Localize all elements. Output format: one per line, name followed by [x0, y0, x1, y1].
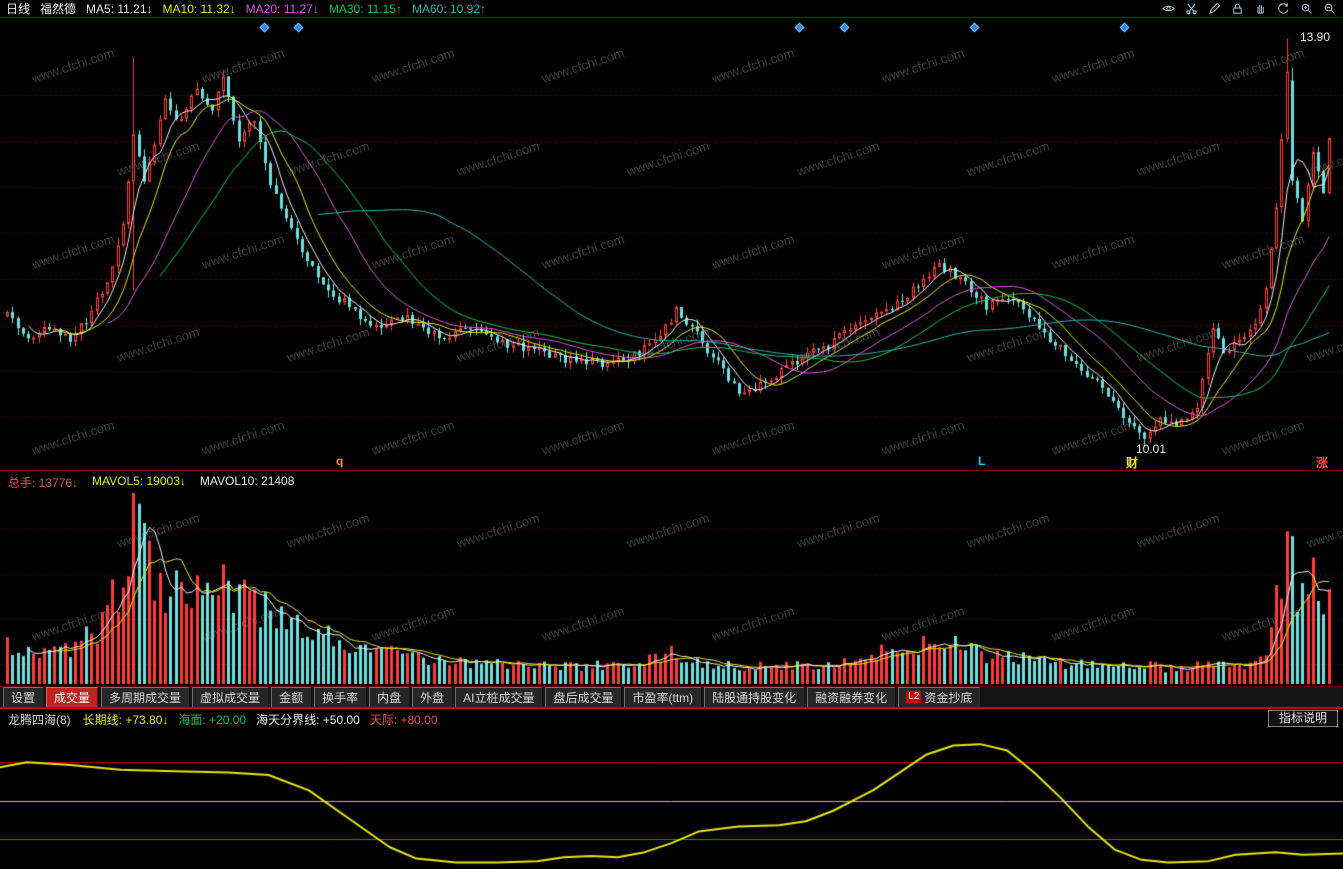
tab-label: 资金抄底 — [924, 690, 973, 705]
kline-chart-canvas[interactable] — [0, 18, 1343, 470]
tab-label: 外盘 — [420, 690, 445, 705]
stock-name: 福然德 — [40, 2, 77, 16]
tab-northbound-holding[interactable]: 陆股通持股变化 — [704, 686, 805, 708]
tab-label: AI立桩成交量 — [463, 690, 535, 705]
tab-ai-pillar-volume[interactable]: AI立桩成交量 — [455, 686, 543, 708]
tab-label: 盘后成交量 — [553, 690, 614, 705]
tab-virtual-volume[interactable]: 虚拟成交量 — [192, 686, 269, 708]
tab-volume[interactable]: 成交量 — [46, 686, 99, 708]
indicator-values: 长期线: +73.80↓ 海面: +20.00 海天分界线: +50.00 天际: +… — [83, 711, 438, 728]
ma-value: MA20: 11.27↓ — [245, 1, 319, 16]
tab-margin-trading[interactable]: 融资融券变化 — [807, 686, 896, 708]
tab-settings[interactable]: 设置 — [3, 686, 44, 708]
indicator-value: 海天分界线: +50.00 — [256, 713, 360, 727]
tab-outer-disc[interactable]: 外盘 — [412, 686, 453, 708]
volume-value: MAVOL10: 21408 — [199, 474, 295, 488]
tab-label: 内盘 — [377, 690, 402, 705]
tab-label: 陆股通持股变化 — [712, 690, 797, 705]
brush-icon[interactable] — [1207, 1, 1222, 16]
tab-label: 虚拟成交量 — [200, 690, 261, 705]
chart-flag-marker[interactable]: q — [336, 454, 344, 468]
chart-flag-marker[interactable]: L — [978, 454, 986, 468]
tab-label: 设置 — [11, 690, 36, 705]
volume-value: 总手: 13776↓ — [8, 476, 79, 490]
volume-value: MAVOL5: 19003↓ — [92, 474, 186, 488]
indicator-chart-canvas[interactable] — [0, 726, 1343, 869]
ma-value: MA10: 11.32↓ — [162, 1, 236, 16]
undo-icon[interactable] — [1276, 1, 1291, 16]
toolbar-icons — [1161, 1, 1337, 16]
hand-icon[interactable] — [1253, 1, 1268, 16]
indicator-value: 海面: +20.00 — [178, 713, 247, 727]
tab-label: 成交量 — [54, 690, 91, 705]
indicator-header: 龙腾四海(8) 长期线: +73.80↓ 海面: +20.00 海天分界线: +50… — [8, 711, 438, 728]
chart-flag-marker[interactable]: 财 — [1126, 456, 1139, 470]
tab-inner-disc[interactable]: 内盘 — [369, 686, 410, 708]
chart-flag-marker[interactable]: 涨 — [1316, 456, 1329, 470]
volume-panel: 总手: 13776↓ MAVOL5: 19003↓ MAVOL10: 21408 — [0, 470, 1343, 686]
indicator-help-button[interactable]: 指标说明 — [1267, 710, 1338, 727]
tab-multi-period-volume[interactable]: 多周期成交量 — [101, 686, 190, 708]
indicator-panel: 龙腾四海(8) 长期线: +73.80↓ 海面: +20.00 海天分界线: +50… — [0, 709, 1343, 869]
lock-icon[interactable] — [1230, 1, 1245, 16]
tab-label: 融资融券变化 — [815, 690, 888, 705]
tab-pe-ttm[interactable]: 市盈率(ttm) — [624, 686, 702, 708]
zoom-in-icon[interactable] — [1299, 1, 1314, 16]
l2-badge: L2 — [906, 691, 922, 703]
tab-label: 金额 — [279, 690, 304, 705]
ma-value: MA30: 11.15↑ — [328, 1, 402, 16]
tab-after-hours-volume[interactable]: 盘后成交量 — [545, 686, 622, 708]
ma-value: MA60: 10.92↑ — [411, 1, 487, 16]
tab-fund-bottom-fishing[interactable]: L2 资金抄底 — [898, 686, 981, 708]
indicator-value: 长期线: +73.80↓ — [82, 713, 169, 727]
ma-value: MA5: 11.21↓ — [86, 1, 153, 16]
tab-label: 市盈率(ttm) — [632, 690, 694, 705]
red-divider-line — [0, 707, 1343, 709]
volume-values: 总手: 13776↓ MAVOL5: 19003↓ MAVOL10: 21408 — [8, 474, 294, 491]
tab-label: 多周期成交量 — [109, 690, 182, 705]
ma-values: MA5: 11.21↓ MA10: 11.32↓ MA20: 11.27↓ MA30:… — [86, 2, 486, 16]
tab-turnover-rate[interactable]: 换手率 — [314, 686, 367, 708]
tab-label: 换手率 — [322, 690, 359, 705]
tab-amount[interactable]: 金额 — [271, 686, 312, 708]
indicator-title: 龙腾四海(8) — [8, 713, 71, 727]
eye-icon[interactable] — [1161, 1, 1176, 16]
top-bar: 日线 福然德 MA5: 11.21↓ MA10: 11.32↓ MA20: 11.2… — [0, 0, 1343, 18]
scissors-icon[interactable] — [1184, 1, 1199, 16]
zoom-out-icon[interactable] — [1322, 1, 1337, 16]
indicator-value: 天际: +80.00 — [369, 713, 438, 727]
volume-chart-canvas[interactable] — [0, 471, 1343, 686]
indicator-tab-bar: 设置 成交量 多周期成交量 虚拟成交量 金额 换手率 内盘 外盘 AI立桩成交量 盘后成交量 市盈率… — [0, 686, 1343, 708]
period-label[interactable]: 日线 — [6, 2, 31, 16]
